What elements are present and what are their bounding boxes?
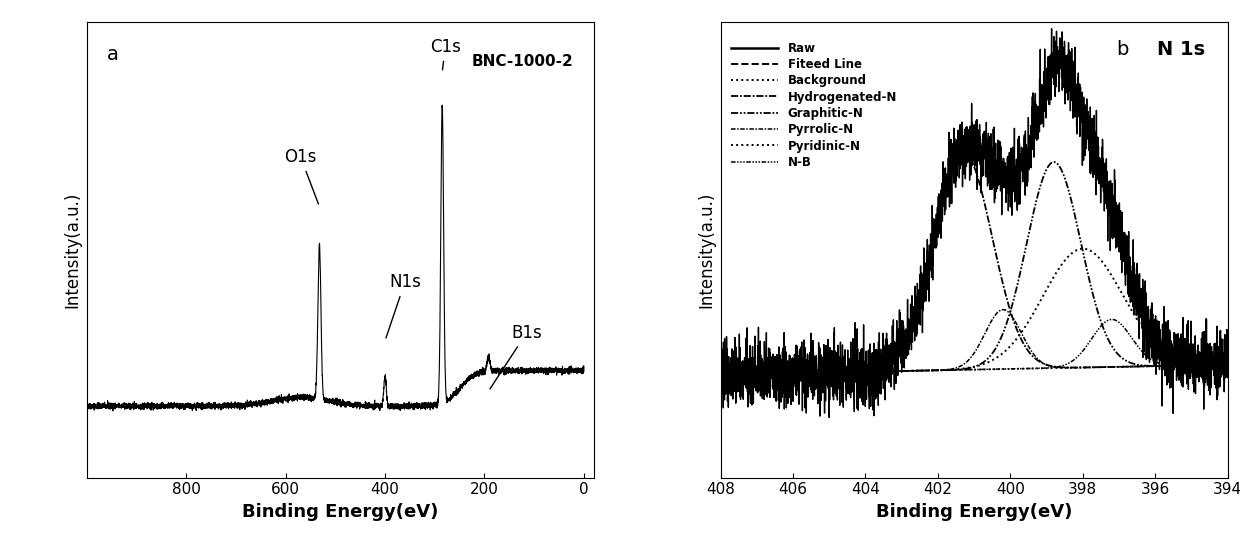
Legend: Raw, Fiteed Line, Background, Hydrogenated-N, Graphitic-N, Pyrrolic-N, Pyridinic: Raw, Fiteed Line, Background, Hydrogenat… bbox=[727, 37, 901, 173]
Y-axis label: Intensity(a.u.): Intensity(a.u.) bbox=[63, 192, 82, 308]
X-axis label: Binding Energy(eV): Binding Energy(eV) bbox=[875, 503, 1073, 521]
Text: N 1s: N 1s bbox=[1157, 40, 1205, 59]
X-axis label: Binding Energy(eV): Binding Energy(eV) bbox=[242, 503, 439, 521]
Text: B1s: B1s bbox=[490, 324, 542, 389]
Text: N1s: N1s bbox=[386, 273, 420, 338]
Text: b: b bbox=[1116, 40, 1128, 59]
Text: a: a bbox=[107, 45, 119, 64]
Text: O1s: O1s bbox=[284, 148, 319, 204]
Text: BNC-1000-2: BNC-1000-2 bbox=[471, 54, 574, 69]
Y-axis label: Intensity(a.u.): Intensity(a.u.) bbox=[697, 192, 715, 308]
Text: C1s: C1s bbox=[430, 38, 461, 70]
